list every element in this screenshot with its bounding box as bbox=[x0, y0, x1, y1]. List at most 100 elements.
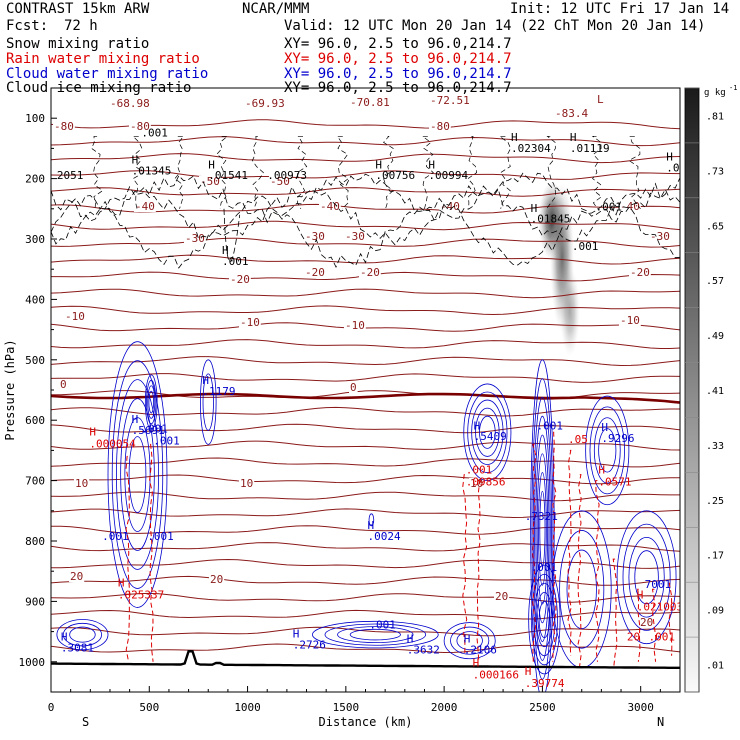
isotherm-label: 10 bbox=[240, 477, 253, 490]
cloud-water-contour bbox=[530, 573, 558, 666]
cloud-water-max-label: H bbox=[464, 632, 471, 645]
isotherm-line bbox=[51, 457, 680, 468]
isotherm-label: -80 bbox=[430, 120, 450, 133]
ice-max-label: H bbox=[208, 158, 215, 171]
cloud-water-contour bbox=[450, 626, 490, 655]
isotherm-label-bg bbox=[209, 574, 225, 585]
rain-max-label: .000166 bbox=[473, 669, 519, 682]
isotherm-label-bg bbox=[239, 478, 255, 489]
ice-max-label: H bbox=[222, 244, 229, 257]
terrain-line bbox=[51, 649, 680, 669]
ice-max-label: .001 bbox=[572, 240, 599, 253]
y-tick-label: 200 bbox=[25, 173, 45, 186]
cloud-water-contour bbox=[528, 564, 561, 675]
isotherm-label: -40 bbox=[135, 200, 155, 213]
x-tick-label: 500 bbox=[139, 701, 159, 714]
snow-tail bbox=[559, 266, 580, 357]
rain-max-label: .001 bbox=[649, 631, 676, 644]
isotherm-label-bg bbox=[109, 98, 151, 109]
cloud-water-contour bbox=[467, 391, 508, 473]
north-endpoint: N bbox=[657, 715, 664, 729]
rain-max-label: .001 bbox=[466, 463, 493, 476]
isotherm-label-bg bbox=[439, 201, 461, 212]
ice-max-label: .0123 bbox=[666, 161, 699, 174]
isotherm-label: -20 bbox=[230, 273, 250, 286]
legend-snow: Snow mixing ratio bbox=[6, 36, 150, 52]
x-tick-label: 2000 bbox=[431, 701, 458, 714]
isotherm-line bbox=[51, 288, 680, 299]
cloud-water-contour bbox=[535, 434, 550, 624]
ice-max-label: .01119 bbox=[570, 142, 610, 155]
rain-contour bbox=[651, 588, 657, 662]
isotherm-line bbox=[51, 187, 680, 197]
rain-max-label: H bbox=[525, 665, 532, 678]
cloud-ice-contour bbox=[628, 135, 641, 210]
cloud-water-contour bbox=[539, 490, 546, 567]
legend-rain-xy: XY= 96.0, 2.5 to 96.0,214.7 bbox=[284, 51, 512, 67]
cloud-water-contour bbox=[622, 523, 671, 631]
y-tick-label: 900 bbox=[25, 595, 45, 608]
cloud-ice-contour bbox=[546, 135, 556, 210]
isotherm-label-bg bbox=[69, 571, 85, 582]
cloud-water-max-label: .001 bbox=[147, 530, 174, 543]
cloud-ice-contour bbox=[383, 135, 394, 209]
rain-max-label: .025337 bbox=[118, 588, 164, 601]
isotherm-line bbox=[51, 491, 680, 502]
cloud-water-contour bbox=[534, 415, 551, 643]
isotherm-label-bg bbox=[74, 478, 90, 489]
isotherm-line bbox=[51, 440, 680, 451]
cloud-water-max-label: .001 bbox=[153, 434, 180, 447]
rain-contour bbox=[612, 558, 618, 668]
cloud-ice-contour bbox=[174, 135, 185, 209]
colorbar-level-label: .33 bbox=[706, 441, 724, 452]
isotherm-label: -83.4 bbox=[555, 107, 588, 120]
cloud-water-contour bbox=[593, 417, 621, 484]
rain-contour bbox=[637, 588, 641, 662]
rain-contour bbox=[552, 431, 557, 662]
init-time: Init: 12 UTC Fri 17 Jan 14 bbox=[510, 1, 730, 17]
cloud-water-contour bbox=[443, 622, 496, 660]
y-tick-label: 500 bbox=[25, 354, 45, 367]
cloud-water-contour bbox=[116, 379, 159, 570]
cloud-water-max-label: .1179 bbox=[202, 385, 235, 398]
cloud-water-contour bbox=[128, 436, 147, 513]
x-tick-label: 0 bbox=[48, 701, 55, 714]
rain-max-label: .39774 bbox=[525, 677, 565, 690]
cloud-water-max-label: .3081 bbox=[61, 642, 94, 655]
isotherm-label-bg bbox=[59, 379, 68, 390]
model-title: CONTRAST 15km ARW bbox=[6, 1, 150, 17]
cloud-water-contour bbox=[616, 510, 677, 645]
isotherm-label: 20 bbox=[640, 616, 653, 629]
cloud-water-contour bbox=[148, 390, 155, 414]
isotherm-label: -10 bbox=[620, 314, 640, 327]
y-tick-label: 700 bbox=[25, 475, 45, 488]
isotherm-label-bg bbox=[649, 231, 671, 242]
isotherm-label-bg bbox=[596, 94, 605, 105]
cloud-water-contour bbox=[463, 383, 512, 481]
ice-max-label: 2051 bbox=[57, 169, 84, 182]
isotherm-label-bg bbox=[269, 176, 291, 187]
y-tick-label: 800 bbox=[25, 535, 45, 548]
isotherm-label-bg bbox=[239, 317, 261, 328]
isotherm-line bbox=[51, 119, 680, 130]
cloud-water-contour bbox=[349, 628, 401, 641]
isotherm-line bbox=[51, 136, 680, 147]
cloud-ice-contour bbox=[251, 135, 264, 209]
colorbar-strip bbox=[684, 87, 700, 693]
colorbar-level-label: .57 bbox=[706, 276, 724, 287]
cloud-water-contour bbox=[368, 513, 375, 527]
colorbar-level-label: .49 bbox=[706, 331, 724, 342]
isotherm-label: -10 bbox=[345, 319, 365, 332]
ice-max-label: .01541 bbox=[208, 169, 248, 182]
cloud-water-contour bbox=[111, 360, 164, 589]
cloud-ice-contour bbox=[51, 195, 680, 269]
isotherm-line bbox=[51, 406, 680, 417]
rain-max-label: .021003 bbox=[637, 600, 683, 613]
cloud-water-max-label: .001 bbox=[537, 419, 564, 432]
x-tick-label: 3000 bbox=[627, 701, 654, 714]
rain-contour bbox=[532, 443, 537, 662]
rain-max-label: H bbox=[118, 576, 125, 589]
isotherm-label: 20 bbox=[70, 570, 83, 583]
cloud-ice-contour bbox=[296, 135, 308, 209]
